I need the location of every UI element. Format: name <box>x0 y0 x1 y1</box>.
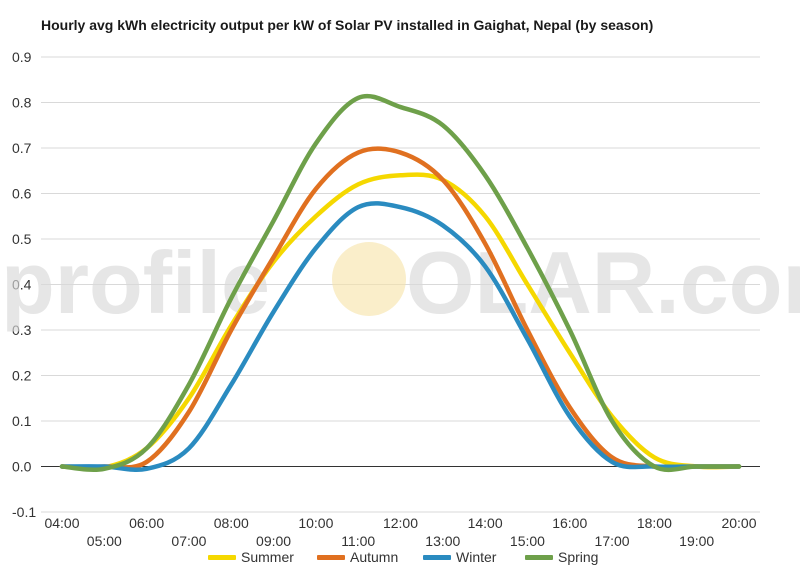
legend-label: Spring <box>558 549 599 565</box>
chart-legend: Summer Autumn Winter Spring <box>0 549 800 567</box>
x-tick-label: 14:00 <box>468 515 503 531</box>
watermark-text-right: OLAR.com <box>406 233 800 332</box>
legend-swatch <box>208 554 236 560</box>
series-line-autumn <box>59 146 742 470</box>
x-tick-label: 08:00 <box>214 515 249 531</box>
y-tick-label: 0.7 <box>12 140 32 156</box>
legend-item-summer: Summer <box>208 549 294 565</box>
x-tick-label: 10:00 <box>298 515 333 531</box>
x-tick-label: 13:00 <box>425 533 460 549</box>
y-tick-label: -0.1 <box>12 504 36 520</box>
y-tick-label: 0.4 <box>12 277 32 293</box>
x-tick-label: 20:00 <box>721 515 756 531</box>
y-tick-label: 0.6 <box>12 186 32 202</box>
x-tick-label: 18:00 <box>637 515 672 531</box>
series-line-spring <box>59 93 742 473</box>
series-line-summer <box>59 172 742 471</box>
x-tick-label: 17:00 <box>595 533 630 549</box>
watermark-sun-icon <box>332 242 406 316</box>
y-tick-label: 0.8 <box>12 95 32 111</box>
legend-item-spring: Spring <box>525 549 598 565</box>
legend-swatch <box>423 554 451 560</box>
legend-swatch <box>525 554 553 560</box>
legend-label: Winter <box>456 549 497 565</box>
legend-label: Autumn <box>350 549 399 565</box>
legend-label: Summer <box>241 549 294 565</box>
y-tick-label: 0.0 <box>12 459 32 475</box>
y-tick-label: 0.9 <box>12 49 32 65</box>
series-line-winter <box>59 201 742 473</box>
x-tick-label: 19:00 <box>679 533 714 549</box>
x-tick-label: 07:00 <box>171 533 206 549</box>
legend-swatch <box>317 554 345 560</box>
legend-item-autumn: Autumn <box>317 549 398 565</box>
x-tick-label: 15:00 <box>510 533 545 549</box>
x-tick-label: 11:00 <box>341 533 375 549</box>
y-tick-label: 0.2 <box>12 368 32 384</box>
watermark-text-left: profile <box>1 233 270 332</box>
y-tick-label: 0.3 <box>12 322 32 338</box>
chart-title: Hourly avg kWh electricity output per kW… <box>41 17 654 33</box>
x-tick-label: 09:00 <box>256 533 291 549</box>
x-tick-label: 04:00 <box>44 515 79 531</box>
y-tick-label: 0.1 <box>12 413 32 429</box>
y-tick-label: 0.5 <box>12 231 32 247</box>
x-tick-label: 06:00 <box>129 515 164 531</box>
x-tick-label: 05:00 <box>87 533 122 549</box>
x-tick-label: 12:00 <box>383 515 418 531</box>
x-tick-label: 16:00 <box>552 515 587 531</box>
legend-item-winter: Winter <box>423 549 496 565</box>
